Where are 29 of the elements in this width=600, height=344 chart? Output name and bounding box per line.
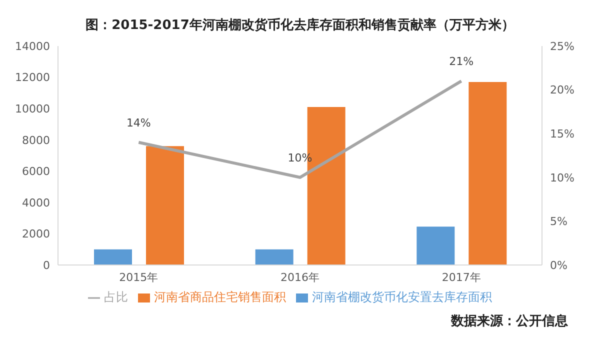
y2-tick-label: 5% bbox=[550, 215, 568, 228]
legend-label: 占比 bbox=[104, 290, 128, 304]
y2-tick-label: 0% bbox=[550, 258, 568, 272]
y-tick-label: 12000 bbox=[15, 71, 50, 84]
legend-label: 河南省棚改货币化安置去库存面积 bbox=[312, 290, 492, 304]
bar bbox=[94, 249, 132, 265]
y-tick-label: 10000 bbox=[15, 102, 50, 116]
y2-tick-label: 20% bbox=[550, 84, 574, 97]
source-note: 数据来源：公开信息 bbox=[451, 313, 568, 330]
y2-tick-label: 25% bbox=[550, 40, 574, 53]
bar bbox=[416, 226, 455, 265]
data-label: 14% bbox=[126, 116, 151, 130]
data-label: 21% bbox=[449, 55, 474, 68]
chart-title: 图：2015-2017年河南棚改货币化去库存面积和销售贡献率（万平方米） bbox=[84, 16, 516, 34]
bar bbox=[255, 249, 294, 265]
bar bbox=[468, 82, 507, 265]
x-tick-label: 2015年 bbox=[119, 270, 158, 284]
x-tick-label: 2017年 bbox=[442, 270, 481, 284]
legend-label: 河南省商品住宅销售面积 bbox=[154, 290, 286, 304]
y-tick-label: 4000 bbox=[22, 196, 50, 210]
y-tick-label: 6000 bbox=[22, 165, 50, 178]
y2-tick-label: 10% bbox=[550, 171, 574, 184]
y-tick-label: 2000 bbox=[22, 228, 50, 241]
y2-tick-label: 15% bbox=[550, 128, 574, 141]
x-tick-label: 2016年 bbox=[280, 270, 320, 284]
y-tick-label: 0 bbox=[43, 258, 50, 272]
y-tick-label: 14000 bbox=[15, 40, 50, 53]
bar bbox=[146, 146, 184, 265]
y-tick-label: 8000 bbox=[22, 134, 50, 147]
